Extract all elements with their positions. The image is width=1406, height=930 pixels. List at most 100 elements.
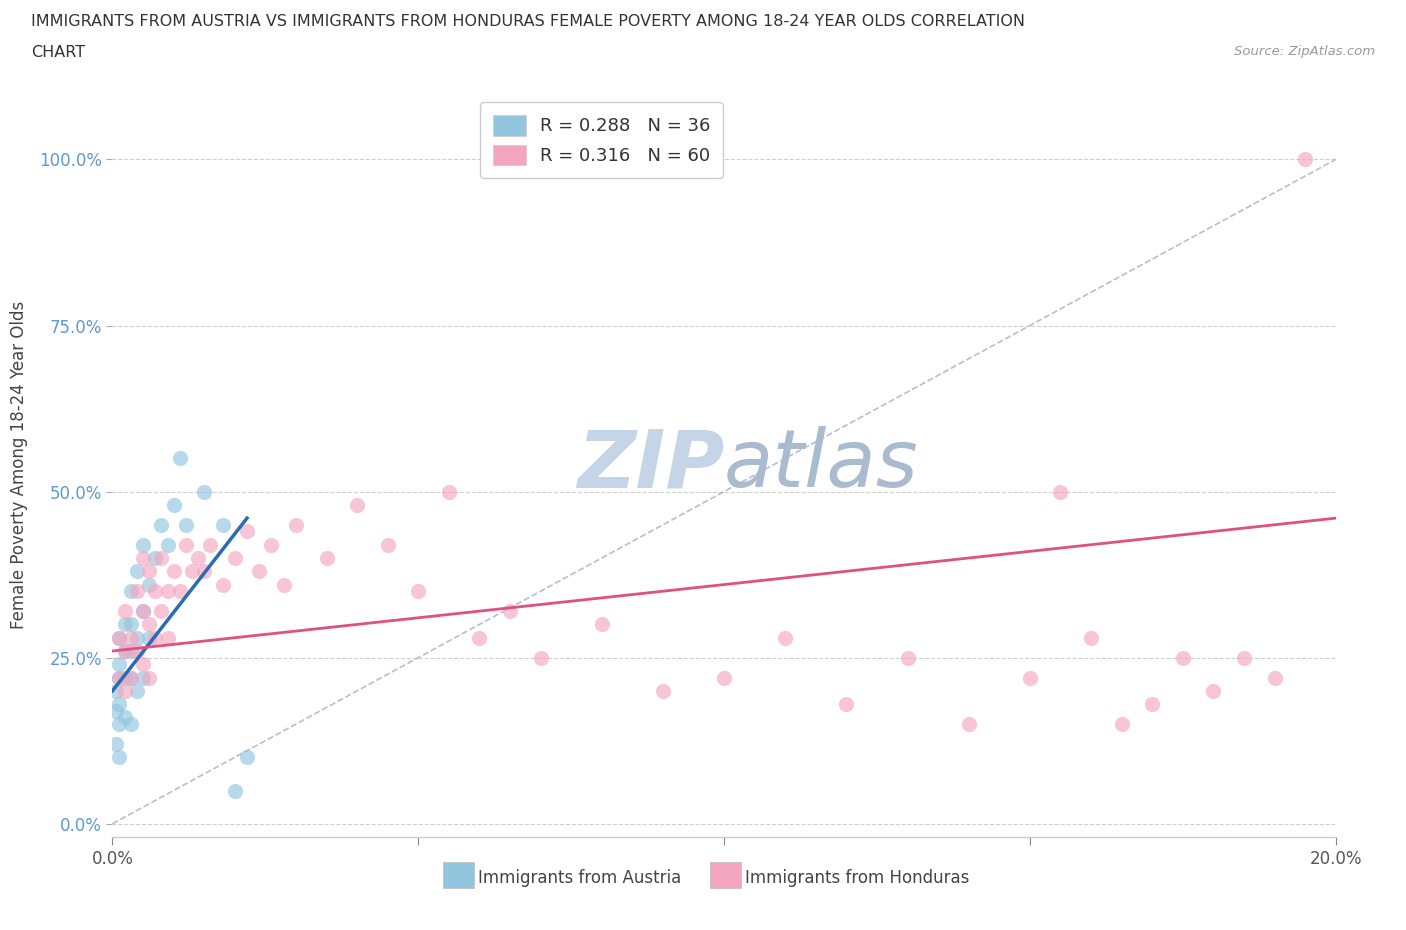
Point (1018, 671, 1040, 685)
Point (174, 517, 197, 532)
Point (1080, 631, 1102, 645)
Point (138, 578, 160, 592)
Point (1111, 717, 1133, 732)
Point (104, 684, 127, 698)
Point (346, 498, 368, 512)
Point (236, 750, 259, 764)
Point (120, 631, 142, 645)
Point (138, 671, 160, 685)
Point (114, 617, 136, 631)
Point (187, 551, 209, 565)
Point (114, 644, 136, 658)
Point (224, 551, 246, 565)
Point (107, 717, 129, 732)
Point (1171, 650, 1194, 665)
Point (138, 631, 160, 645)
Point (125, 564, 148, 578)
Point (174, 538, 197, 552)
Point (284, 517, 308, 532)
Point (125, 684, 148, 698)
Point (120, 644, 142, 658)
Point (125, 631, 148, 645)
Point (897, 650, 920, 665)
Point (120, 671, 142, 685)
Point (107, 631, 129, 645)
Point (132, 538, 155, 552)
Point (1264, 671, 1286, 685)
Point (499, 604, 522, 618)
Text: CHART: CHART (31, 45, 84, 60)
Point (138, 564, 160, 578)
Text: atlas: atlas (724, 426, 920, 504)
Point (156, 584, 179, 599)
Point (181, 564, 204, 578)
Point (132, 671, 155, 685)
Point (1049, 485, 1071, 499)
Text: Source: ZipAtlas.com: Source: ZipAtlas.com (1234, 45, 1375, 58)
Point (104, 737, 127, 751)
Point (260, 538, 283, 552)
Point (775, 631, 797, 645)
Point (125, 644, 148, 658)
Point (1233, 650, 1256, 665)
Point (107, 697, 129, 711)
Point (200, 538, 222, 552)
Point (132, 657, 155, 671)
Point (1202, 684, 1225, 698)
Point (114, 644, 136, 658)
Point (120, 717, 142, 732)
Point (652, 684, 675, 698)
Point (120, 617, 142, 631)
Point (957, 717, 980, 732)
Point (138, 617, 160, 631)
Point (125, 584, 148, 599)
Point (169, 584, 191, 599)
Point (247, 564, 270, 578)
Point (1142, 697, 1164, 711)
Point (468, 631, 491, 645)
Legend: R = 0.288   N = 36, R = 0.316   N = 60: R = 0.288 N = 36, R = 0.316 N = 60 (481, 102, 723, 178)
Point (132, 551, 155, 565)
Point (150, 604, 173, 618)
Point (107, 671, 129, 685)
Point (591, 617, 613, 631)
Point (107, 657, 129, 671)
Point (835, 697, 858, 711)
Point (143, 551, 166, 565)
Point (163, 564, 186, 578)
Point (107, 671, 129, 685)
Point (163, 498, 186, 512)
Point (224, 783, 246, 798)
Point (114, 671, 136, 685)
Point (1294, 152, 1316, 166)
Point (408, 584, 430, 599)
Point (530, 650, 553, 665)
Point (150, 517, 173, 532)
Point (713, 671, 735, 685)
Point (377, 538, 399, 552)
Y-axis label: Female Poverty Among 18-24 Year Olds: Female Poverty Among 18-24 Year Olds (10, 301, 28, 629)
Point (437, 485, 460, 499)
Point (211, 517, 233, 532)
Point (107, 750, 129, 764)
Point (150, 551, 173, 565)
Point (273, 578, 295, 592)
Point (169, 451, 191, 466)
Text: ZIP: ZIP (576, 426, 724, 504)
Point (120, 584, 142, 599)
Point (156, 631, 179, 645)
Point (114, 604, 136, 618)
Point (107, 631, 129, 645)
Point (193, 485, 215, 499)
Point (193, 564, 215, 578)
Point (132, 604, 155, 618)
Point (114, 710, 136, 724)
Point (104, 703, 127, 718)
Point (143, 631, 166, 645)
Text: Immigrants from Honduras: Immigrants from Honduras (745, 869, 970, 887)
Point (132, 604, 155, 618)
Point (120, 671, 142, 685)
Point (211, 578, 233, 592)
Text: Immigrants from Austria: Immigrants from Austria (478, 869, 682, 887)
Point (156, 538, 179, 552)
